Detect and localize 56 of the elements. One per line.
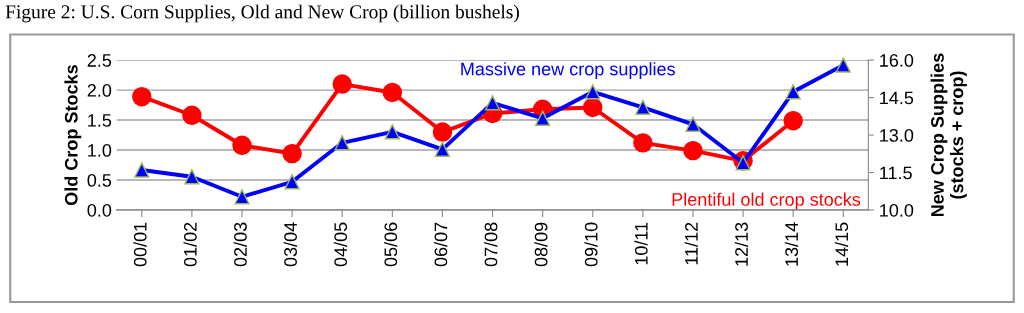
y-tick-label: 1.5 bbox=[88, 114, 112, 127]
y2-tick-label: 14.5 bbox=[880, 91, 914, 105]
x-tick-label: 12/13 bbox=[734, 222, 748, 266]
annotation: Massive new crop supplies bbox=[461, 62, 675, 80]
point bbox=[184, 169, 200, 185]
point bbox=[585, 84, 601, 100]
x-tick-label: 03/04 bbox=[283, 222, 297, 267]
point bbox=[484, 95, 501, 111]
x-tick-label: 05/06 bbox=[383, 222, 398, 267]
x-tick-label: 04/05 bbox=[333, 222, 348, 267]
annotation: Plentiful old crop stocks bbox=[672, 192, 861, 210]
point bbox=[635, 99, 651, 115]
x-tick-label: 00/01 bbox=[133, 222, 147, 267]
x-tick-label: 06/07 bbox=[434, 222, 448, 267]
point bbox=[232, 135, 252, 155]
point bbox=[783, 110, 803, 131]
y-tick-label: 2.0 bbox=[87, 84, 112, 97]
point bbox=[132, 86, 152, 107]
point bbox=[535, 110, 551, 126]
point bbox=[334, 135, 350, 151]
point bbox=[134, 162, 150, 178]
x-tick-label: 02/03 bbox=[233, 222, 247, 267]
y2-tick-label: 10.0 bbox=[880, 203, 914, 217]
x-tick-label: 08/09 bbox=[534, 222, 548, 267]
point bbox=[182, 105, 202, 125]
y2-axis-title: New Crop Supplies (stocks + crop) bbox=[930, 53, 967, 217]
point bbox=[685, 116, 701, 132]
x-tick-label: 10/11 bbox=[634, 222, 648, 265]
point bbox=[284, 174, 300, 190]
y2-tick-label: 11.5 bbox=[880, 166, 912, 180]
y2-tick-label: 13.0 bbox=[880, 128, 914, 142]
x-tick-label: 14/15 bbox=[834, 222, 849, 266]
point bbox=[384, 124, 400, 140]
y-tick-label: 2.5 bbox=[87, 54, 112, 67]
point bbox=[382, 82, 403, 103]
y-tick-label: 0.5 bbox=[87, 173, 112, 187]
point bbox=[835, 57, 851, 73]
x-tick-label: 11/12 bbox=[684, 222, 698, 265]
chart-title: Figure 2: U.S. Corn Supplies, Old and New Crop (billion bushels) bbox=[5, 4, 519, 23]
y-tick-label: 0.0 bbox=[87, 203, 112, 217]
y2-tick-label: 16.0 bbox=[880, 54, 914, 67]
point bbox=[332, 74, 352, 94]
x-tick-label: 09/10 bbox=[584, 222, 598, 267]
point bbox=[432, 122, 453, 142]
y-tick-label: 1.0 bbox=[88, 143, 112, 157]
x-tick-label: 13/14 bbox=[784, 222, 799, 266]
point bbox=[633, 133, 653, 153]
y-axis-title: Old Crop Stocks bbox=[64, 65, 82, 206]
point bbox=[785, 84, 801, 100]
point bbox=[282, 143, 302, 164]
point bbox=[234, 189, 250, 205]
x-tick-label: 07/08 bbox=[484, 222, 498, 267]
point bbox=[683, 140, 703, 161]
point bbox=[583, 97, 603, 118]
x-tick-label: 01/02 bbox=[183, 222, 197, 267]
point bbox=[434, 141, 451, 157]
